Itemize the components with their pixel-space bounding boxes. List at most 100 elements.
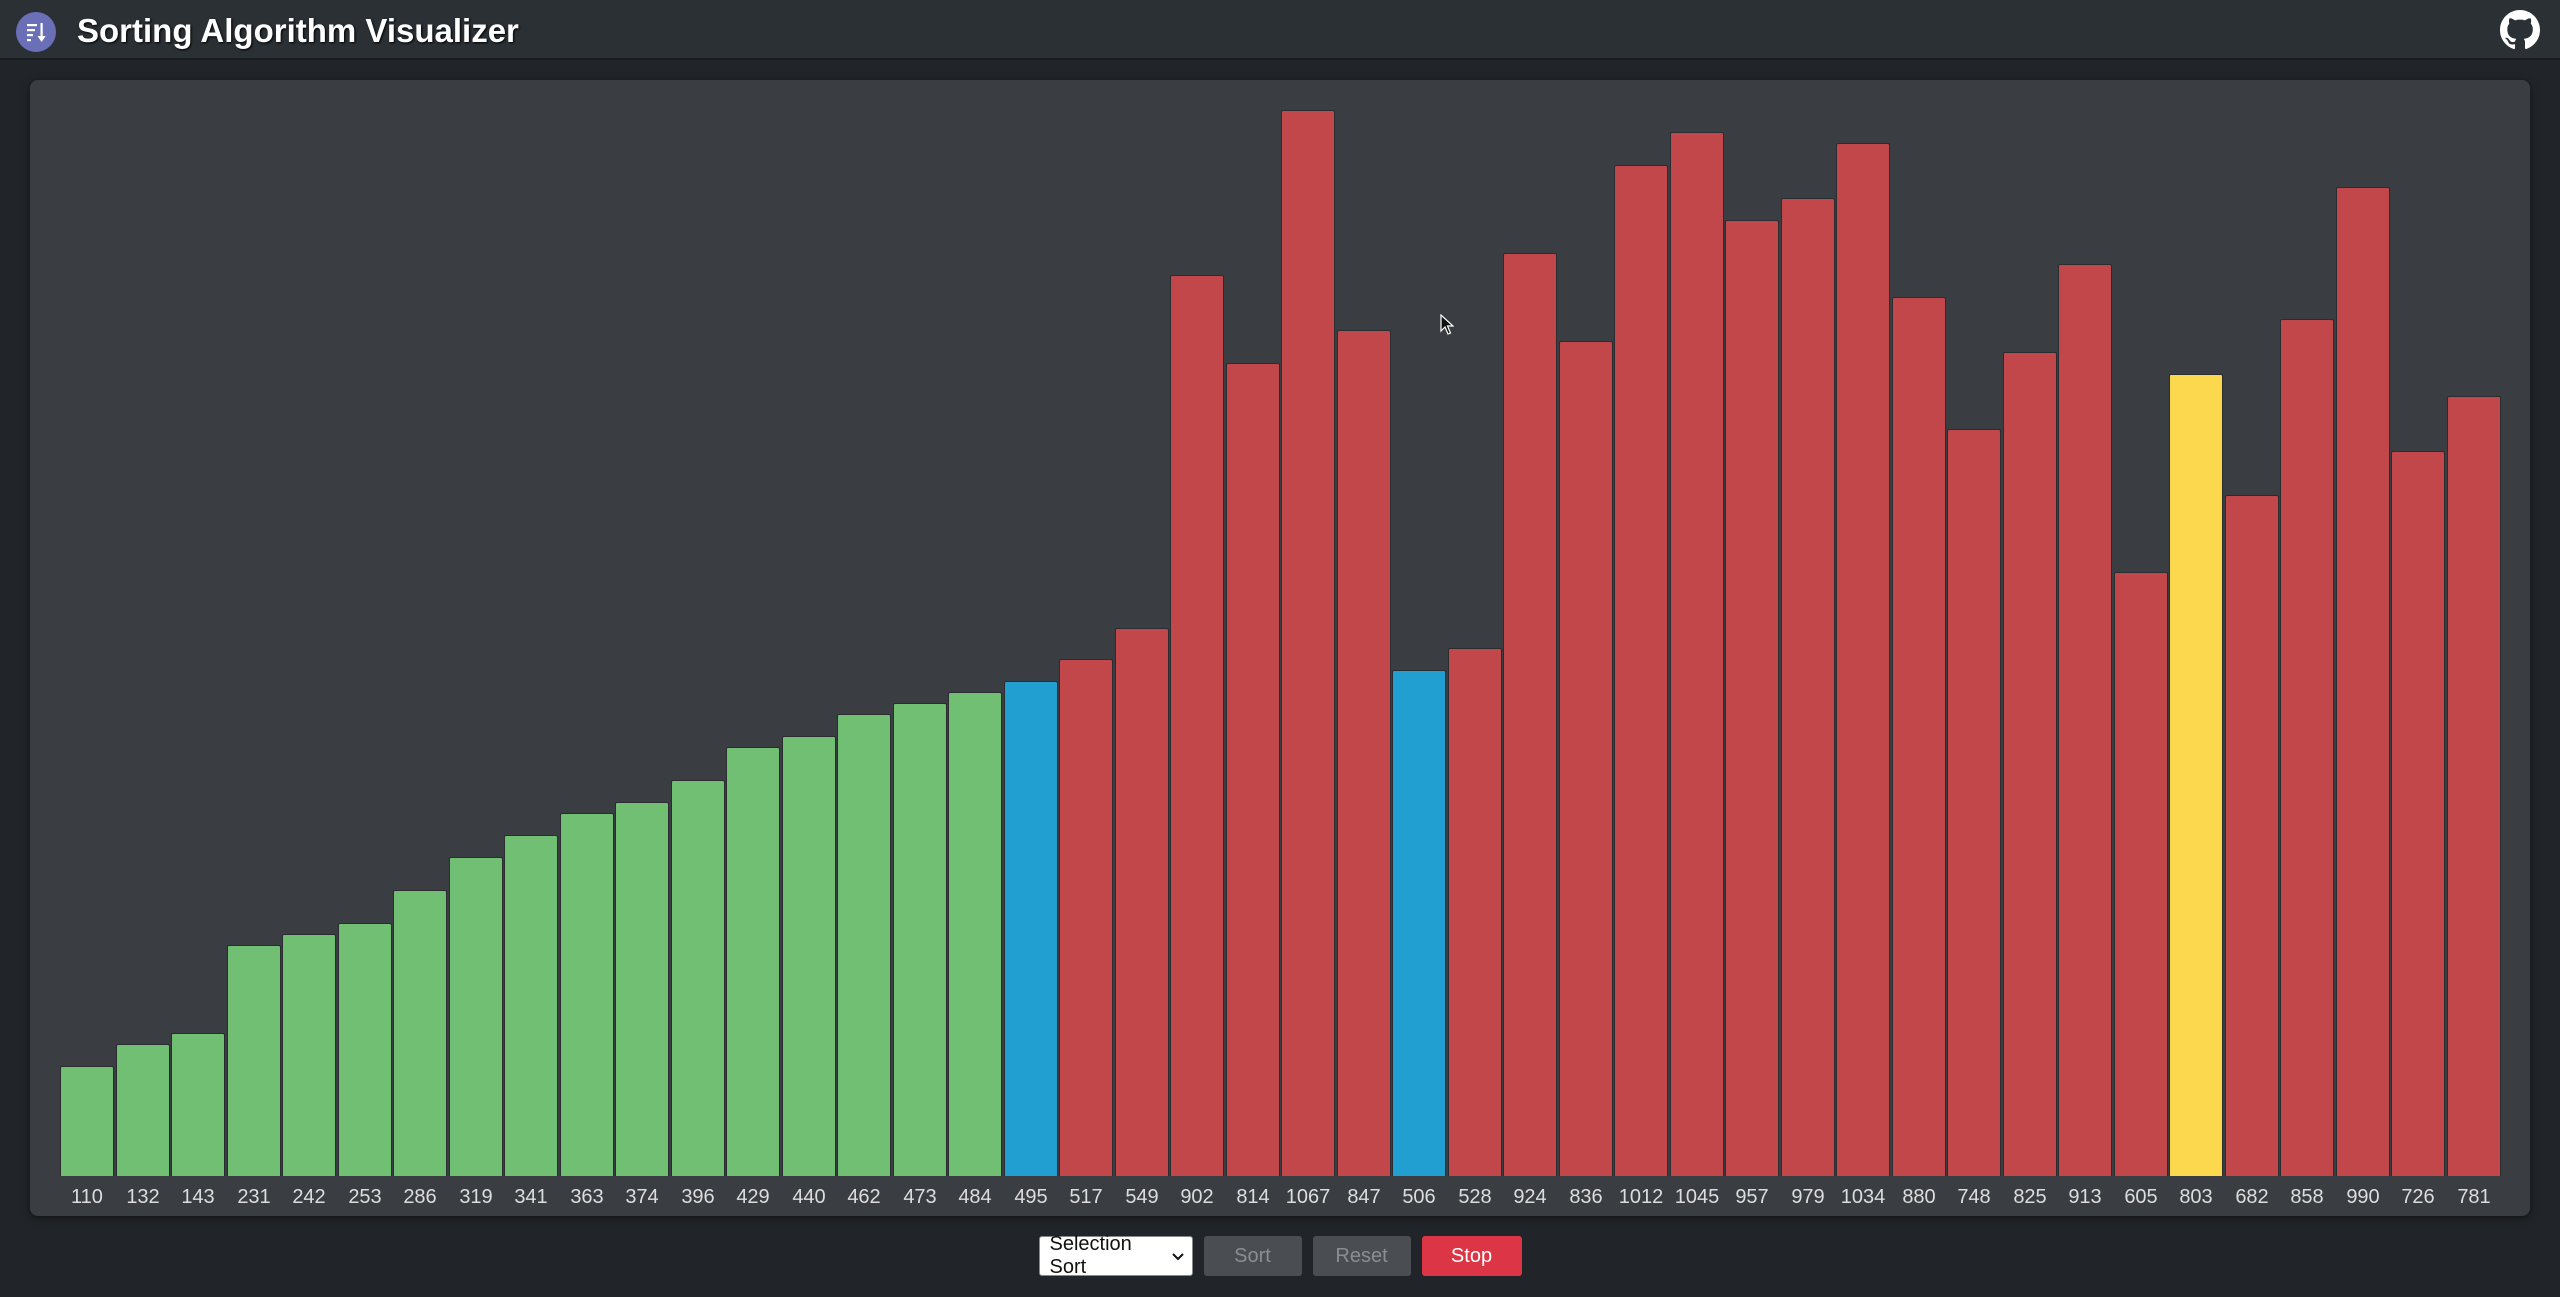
visualizer-panel: 110 132 143 231 242 253 286 319 341 363 374 396 429 4…	[30, 80, 2530, 1216]
bar	[1670, 132, 1724, 1176]
bar-value-label: 803	[2179, 1186, 2213, 1208]
bar-value-label: 484	[958, 1186, 992, 1208]
bar	[1614, 165, 1668, 1176]
bar	[2391, 451, 2445, 1176]
bar-value-label: 902	[1180, 1186, 1214, 1208]
bar	[1836, 143, 1890, 1176]
bar-value-label: 814	[1236, 1186, 1270, 1208]
page-title: Sorting Algorithm Visualizer	[77, 12, 519, 49]
bar-value-label: 836	[1569, 1186, 1603, 1208]
bar	[504, 835, 558, 1176]
mouse-cursor-icon	[1440, 313, 1455, 341]
bar	[2114, 572, 2168, 1176]
bar	[1226, 363, 1280, 1176]
bar	[1004, 681, 1058, 1176]
bar-value-label: 242	[292, 1186, 326, 1208]
bar	[726, 747, 780, 1176]
bar-value-label: 473	[903, 1186, 937, 1208]
bar-value-label: 363	[570, 1186, 604, 1208]
bar	[1281, 110, 1335, 1176]
bar-value-label: 682	[2235, 1186, 2269, 1208]
bar	[893, 703, 947, 1176]
bar-value-label: 143	[181, 1186, 215, 1208]
bar-value-label: 495	[1014, 1186, 1048, 1208]
bar	[2169, 374, 2223, 1176]
bar	[615, 802, 669, 1176]
bar	[2447, 396, 2501, 1176]
bar-value-label: 429	[736, 1186, 770, 1208]
bar-chart: 110 132 143 231 242 253 286 319 341 363 374 396 429 4…	[30, 80, 2530, 1216]
bar-value-label: 825	[2013, 1186, 2047, 1208]
bar-value-label: 781	[2457, 1186, 2491, 1208]
bar	[1503, 253, 1557, 1176]
bar-value-label: 748	[1957, 1186, 1991, 1208]
bar-value-label: 286	[403, 1186, 437, 1208]
bar-value-label: 1067	[1285, 1186, 1331, 1208]
bar	[671, 780, 725, 1176]
controls-bar: Selection Sort Sort Reset Stop	[0, 1233, 2560, 1280]
bar-value-label: 440	[792, 1186, 826, 1208]
bar	[171, 1033, 225, 1176]
bar	[1725, 220, 1779, 1176]
bar-value-label: 847	[1347, 1186, 1381, 1208]
stop-button[interactable]: Stop	[1421, 1236, 1522, 1276]
bar	[1059, 659, 1113, 1176]
bar-value-label: 319	[459, 1186, 493, 1208]
bar	[1781, 198, 1835, 1176]
bar	[948, 692, 1002, 1176]
bar	[1115, 628, 1169, 1176]
bar	[1170, 275, 1224, 1176]
app-header: Sorting Algorithm Visualizer	[0, 0, 2560, 60]
bar-value-label: 231	[237, 1186, 271, 1208]
bar	[2336, 187, 2390, 1176]
bar-value-label: 396	[681, 1186, 715, 1208]
bar-value-label: 1012	[1618, 1186, 1664, 1208]
bar-value-label: 726	[2401, 1186, 2435, 1208]
bar	[1392, 670, 1446, 1176]
bar	[782, 736, 836, 1176]
bar	[2280, 319, 2334, 1176]
bar	[227, 945, 281, 1176]
bar-value-label: 549	[1125, 1186, 1159, 1208]
bar-value-label: 880	[1902, 1186, 1936, 1208]
bar	[282, 934, 336, 1176]
bar	[2058, 264, 2112, 1176]
bar	[1559, 341, 1613, 1176]
bar-value-label: 990	[2346, 1186, 2380, 1208]
bar	[449, 857, 503, 1176]
bar	[2003, 352, 2057, 1176]
bar	[393, 890, 447, 1176]
bar	[1947, 429, 2001, 1176]
bar-value-label: 605	[2124, 1186, 2158, 1208]
bar-value-label: 913	[2068, 1186, 2102, 1208]
bar-value-label: 1045	[1674, 1186, 1720, 1208]
bar-value-label: 132	[126, 1186, 160, 1208]
bar-value-label: 528	[1458, 1186, 1492, 1208]
bar-value-label: 374	[625, 1186, 659, 1208]
sort-icon	[16, 12, 56, 52]
chevron-down-icon	[1171, 1245, 1184, 1268]
bar-value-label: 462	[847, 1186, 881, 1208]
bar-value-label: 1034	[1840, 1186, 1886, 1208]
bar-value-label: 506	[1402, 1186, 1436, 1208]
bar-value-label: 253	[348, 1186, 382, 1208]
bar	[1337, 330, 1391, 1176]
bar-value-label: 517	[1069, 1186, 1103, 1208]
bar	[116, 1044, 170, 1176]
bar	[2225, 495, 2279, 1176]
algorithm-select[interactable]: Selection Sort	[1038, 1233, 1193, 1278]
bar-value-label: 110	[71, 1186, 103, 1208]
github-icon[interactable]	[2500, 10, 2540, 50]
bar-value-label: 979	[1791, 1186, 1825, 1208]
bar	[60, 1066, 114, 1176]
reset-button[interactable]: Reset	[1312, 1236, 1411, 1276]
algorithm-select-value: Selection Sort	[1049, 1233, 1132, 1278]
bar	[1892, 297, 1946, 1176]
sort-button[interactable]: Sort	[1203, 1236, 1302, 1276]
bar	[1448, 648, 1502, 1176]
bar-value-label: 924	[1513, 1186, 1547, 1208]
bar-value-label: 858	[2290, 1186, 2324, 1208]
bar-value-label: 957	[1735, 1186, 1769, 1208]
bar	[837, 714, 891, 1176]
bar	[338, 923, 392, 1176]
